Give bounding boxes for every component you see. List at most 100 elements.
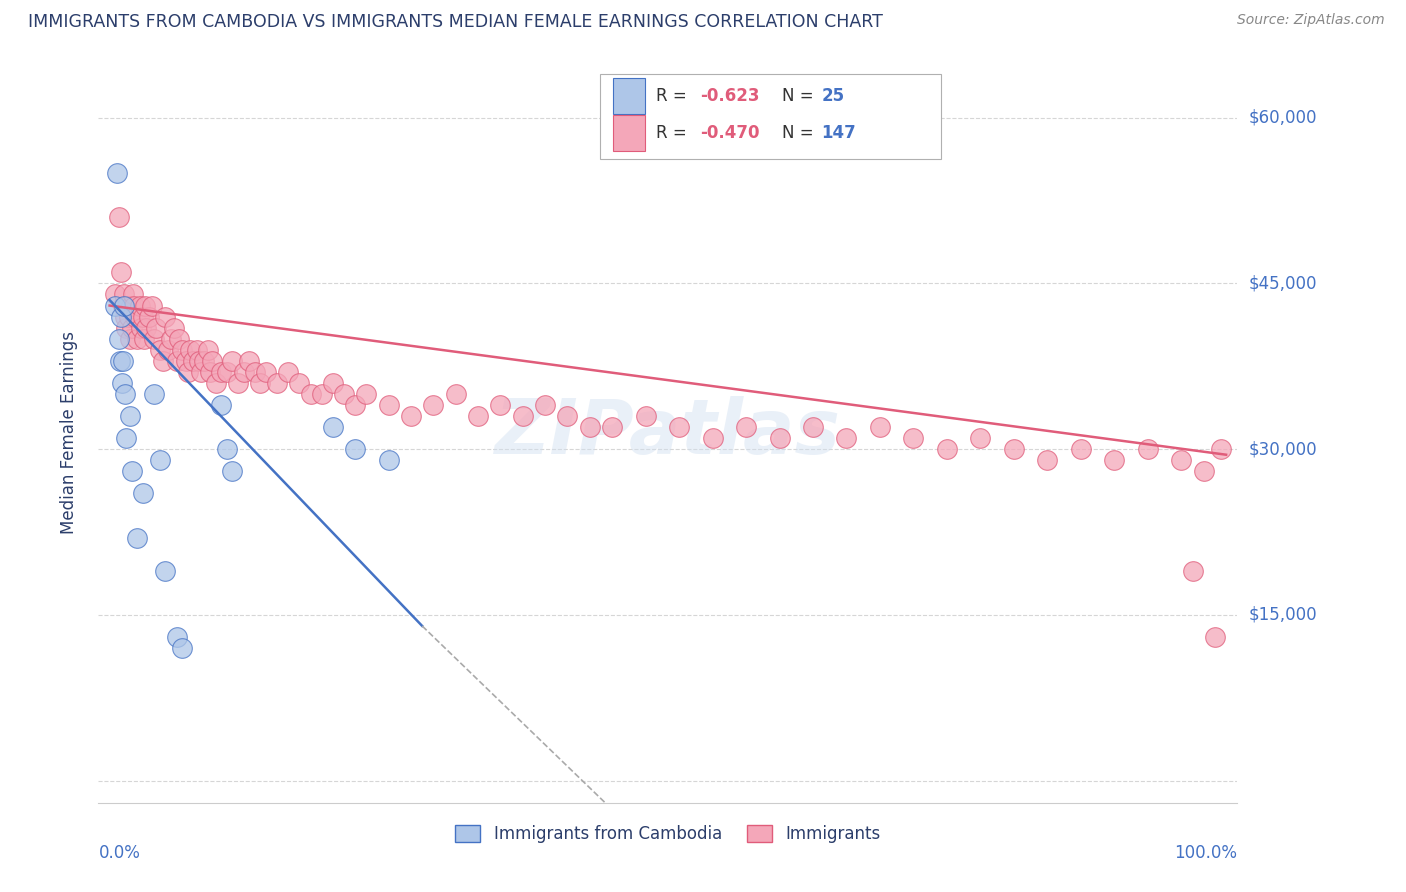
Point: [129, 320, 152, 334]
Point: [128, 310, 150, 324]
Point: [179, 343, 201, 357]
Point: [115, 320, 138, 334]
Point: [121, 464, 143, 478]
Point: [322, 420, 344, 434]
Point: [134, 299, 156, 313]
FancyBboxPatch shape: [613, 115, 645, 151]
Point: [1209, 442, 1232, 457]
Point: [107, 210, 129, 224]
Point: [155, 310, 177, 324]
Point: [1181, 564, 1204, 578]
Point: [201, 353, 224, 368]
Point: [512, 409, 534, 423]
Point: [187, 353, 209, 368]
Point: [226, 376, 249, 390]
Point: [122, 287, 145, 301]
Point: [1170, 453, 1192, 467]
Point: [110, 310, 132, 324]
Point: [969, 431, 991, 445]
Point: [489, 398, 512, 412]
FancyBboxPatch shape: [613, 78, 645, 113]
Point: [238, 353, 260, 368]
Text: $45,000: $45,000: [1249, 275, 1317, 293]
Text: R =: R =: [657, 87, 693, 104]
Point: [311, 387, 333, 401]
Point: [1036, 453, 1059, 467]
Point: [578, 420, 600, 434]
Point: [183, 353, 205, 368]
Point: [172, 343, 194, 357]
Point: [174, 353, 197, 368]
Point: [152, 353, 174, 368]
Text: N =: N =: [782, 87, 818, 104]
Point: [112, 299, 135, 313]
Point: [634, 409, 657, 423]
Point: [167, 332, 190, 346]
Text: R =: R =: [657, 124, 693, 142]
Point: [377, 398, 399, 412]
Point: [835, 431, 858, 445]
Point: [1002, 442, 1025, 457]
Point: [134, 332, 156, 346]
Point: [155, 564, 177, 578]
Point: [668, 420, 690, 434]
Point: [467, 409, 489, 423]
Point: [209, 398, 232, 412]
Point: [111, 376, 134, 390]
Point: [160, 332, 183, 346]
Point: [221, 353, 243, 368]
Point: [600, 420, 623, 434]
Point: [186, 343, 208, 357]
Point: [254, 365, 277, 379]
Point: [114, 310, 136, 324]
Point: [127, 531, 149, 545]
Text: ZIPatlas: ZIPatlas: [495, 396, 841, 469]
Point: [197, 343, 219, 357]
Text: 25: 25: [821, 87, 845, 104]
Point: [299, 387, 322, 401]
Text: $60,000: $60,000: [1249, 109, 1317, 127]
Point: [333, 387, 356, 401]
Point: [209, 365, 232, 379]
Point: [117, 310, 139, 324]
Point: [166, 630, 188, 644]
Point: [145, 320, 167, 334]
Point: [344, 442, 367, 457]
Point: [107, 166, 129, 180]
Point: [121, 320, 143, 334]
Point: [141, 299, 163, 313]
Point: [221, 464, 243, 478]
Point: [444, 387, 467, 401]
Text: -0.623: -0.623: [700, 87, 759, 104]
Point: [190, 365, 212, 379]
Point: [356, 387, 378, 401]
Point: [111, 353, 134, 368]
Point: [118, 409, 141, 423]
Point: [122, 299, 145, 313]
Point: [735, 420, 758, 434]
Y-axis label: Median Female Earnings: Median Female Earnings: [59, 331, 77, 534]
Point: [768, 431, 790, 445]
Point: [138, 310, 160, 324]
Point: [128, 299, 150, 313]
Point: [344, 398, 367, 412]
Point: [266, 376, 288, 390]
Text: Source: ZipAtlas.com: Source: ZipAtlas.com: [1237, 13, 1385, 28]
Point: [557, 409, 579, 423]
Point: [1204, 630, 1226, 644]
Point: [132, 310, 155, 324]
Point: [143, 387, 166, 401]
Point: [127, 332, 149, 346]
Point: [114, 387, 136, 401]
Point: [232, 365, 254, 379]
Point: [1136, 442, 1159, 457]
Point: [107, 332, 129, 346]
Point: [156, 343, 179, 357]
Point: [198, 365, 221, 379]
Point: [399, 409, 422, 423]
Point: [177, 365, 200, 379]
Point: [1104, 453, 1126, 467]
Text: $15,000: $15,000: [1249, 606, 1317, 624]
Point: [110, 265, 132, 279]
Point: [322, 376, 344, 390]
